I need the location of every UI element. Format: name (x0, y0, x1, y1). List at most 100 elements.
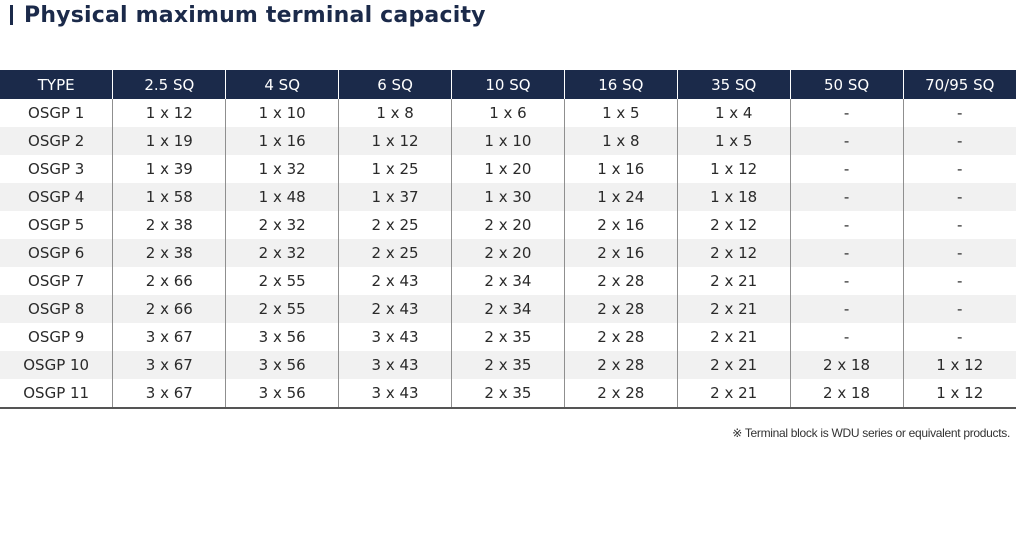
capacity-cell: 1 x 10 (225, 99, 340, 127)
capacity-cell: 1 x 5 (677, 127, 791, 155)
capacity-cell: - (790, 155, 904, 183)
capacity-cell: 1 x 20 (451, 155, 565, 183)
capacity-cell: - (903, 183, 1016, 211)
column-header-10-sq: 10 SQ (451, 70, 565, 99)
capacity-cell: 2 x 38 (112, 211, 227, 239)
row-type-cell: OSGP 3 (0, 155, 114, 183)
capacity-cell: 1 x 19 (112, 127, 227, 155)
row-type-cell: OSGP 6 (0, 239, 114, 267)
capacity-cell: 1 x 32 (225, 155, 340, 183)
capacity-cell: 3 x 43 (338, 323, 452, 351)
column-header-35-sq: 35 SQ (677, 70, 791, 99)
capacity-cell: 1 x 12 (936, 384, 984, 402)
capacity-cell: 3 x 43 (338, 351, 452, 379)
capacity-cell: 2 x 21 (677, 267, 791, 295)
capacity-cell: - (957, 216, 963, 234)
capacity-cell: 2 x 66 (112, 267, 227, 295)
capacity-cell: 2 x 32 (225, 211, 340, 239)
capacity-cell: 2 x 35 (451, 323, 565, 351)
capacity-cell: 1 x 5 (564, 99, 678, 127)
row-type-cell: OSGP 7 (0, 267, 114, 295)
capacity-cell: - (957, 272, 963, 290)
capacity-cell: 1 x 16 (564, 155, 678, 183)
capacity-cell: 3 x 67 (112, 379, 227, 408)
capacity-cell: 3 x 56 (225, 323, 340, 351)
capacity-cell: - (790, 267, 904, 295)
capacity-cell: 1 x 12 (112, 99, 227, 127)
capacity-cell: 1 x 6 (451, 99, 565, 127)
terminal-capacity-table: TYPE 2.5 SQ 4 SQ 6 SQ 10 SQ 16 SQ 35 SQ … (0, 70, 1016, 409)
column-header-16-sq: 16 SQ (564, 70, 678, 99)
capacity-cell: 1 x 25 (338, 155, 452, 183)
capacity-cell: 3 x 56 (225, 351, 340, 379)
table-row: OSGP 11 3 x 67 3 x 56 3 x 43 2 x 35 2 x 28 2 x… (0, 379, 1016, 408)
capacity-cell: 2 x 20 (451, 211, 565, 239)
capacity-cell: - (957, 160, 963, 178)
capacity-cell: 2 x 18 (790, 379, 904, 408)
capacity-cell: 2 x 55 (225, 267, 340, 295)
capacity-cell: - (790, 211, 904, 239)
capacity-cell: 1 x 37 (338, 183, 452, 211)
capacity-cell: 1 x 30 (451, 183, 565, 211)
capacity-cell: - (903, 239, 1016, 267)
header-row: TYPE 2.5 SQ 4 SQ 6 SQ 10 SQ 16 SQ 35 SQ … (0, 70, 1016, 99)
capacity-cell: 1 x 24 (564, 183, 678, 211)
capacity-cell: 1 x 12 (677, 155, 791, 183)
capacity-cell: 2 x 16 (564, 211, 678, 239)
capacity-cell: 1 x 4 (677, 99, 791, 127)
column-header-6-sq: 6 SQ (338, 70, 452, 99)
capacity-cell: - (790, 127, 904, 155)
capacity-cell: 1 x 48 (225, 183, 340, 211)
capacity-cell: - (903, 127, 1016, 155)
capacity-cell: 2 x 21 (677, 351, 791, 379)
title-accent-bar (10, 5, 13, 25)
column-header-50-sq: 50 SQ (790, 70, 904, 99)
page-title-block: Physical maximum terminal capacity (10, 0, 486, 30)
row-type-cell: OSGP 2 (0, 127, 114, 155)
capacity-cell: 1 x 58 (112, 183, 227, 211)
footnote: ※ Terminal block is WDU series or equiva… (732, 426, 1010, 440)
capacity-cell: 1 x 12 (903, 351, 1016, 379)
capacity-cell: 2 x 43 (338, 295, 452, 323)
capacity-cell: 1 x 8 (338, 99, 452, 127)
capacity-cell: 1 x 8 (564, 127, 678, 155)
capacity-cell: 1 x 10 (451, 127, 565, 155)
capacity-cell: 3 x 67 (112, 351, 227, 379)
capacity-cell: 2 x 20 (451, 239, 565, 267)
row-type-cell: OSGP 1 (0, 99, 114, 127)
capacity-cell: 2 x 55 (225, 295, 340, 323)
row-type-cell: OSGP 11 (0, 379, 114, 408)
capacity-cell: - (790, 239, 904, 267)
capacity-cell: 2 x 35 (451, 351, 565, 379)
capacity-cell: 2 x 18 (790, 351, 904, 379)
capacity-cell: 2 x 16 (564, 239, 678, 267)
capacity-cell: 3 x 56 (225, 379, 340, 408)
row-type-cell: OSGP 5 (0, 211, 114, 239)
capacity-cell: - (957, 104, 963, 122)
capacity-cell: 2 x 21 (677, 379, 791, 408)
capacity-cell: 2 x 28 (564, 323, 678, 351)
capacity-cell: 2 x 25 (338, 211, 452, 239)
column-header-70-95-sq: 70/95 SQ (903, 70, 1016, 99)
capacity-cell: 1 x 18 (677, 183, 791, 211)
column-header-4-sq: 4 SQ (225, 70, 340, 99)
capacity-cell: 2 x 38 (112, 239, 227, 267)
capacity-cell: 1 x 12 (338, 127, 452, 155)
table-header: TYPE 2.5 SQ 4 SQ 6 SQ 10 SQ 16 SQ 35 SQ … (0, 70, 1016, 99)
capacity-cell: 2 x 12 (677, 239, 791, 267)
capacity-cell: 2 x 32 (225, 239, 340, 267)
capacity-cell: - (903, 295, 1016, 323)
row-type-cell: OSGP 8 (0, 295, 114, 323)
capacity-cell: - (790, 99, 904, 127)
capacity-cell: 2 x 21 (677, 323, 791, 351)
capacity-cell: 2 x 34 (451, 295, 565, 323)
